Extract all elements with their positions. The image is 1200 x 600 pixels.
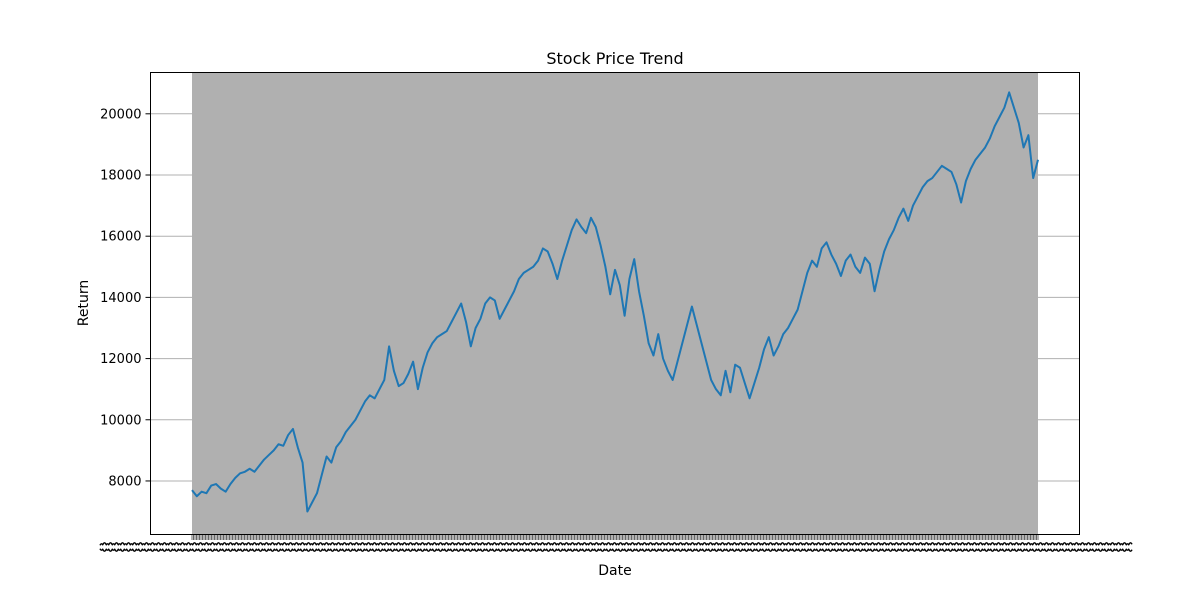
x-tick-marks — [191, 534, 1039, 540]
y-axis-ticks: 8000 10000 12000 14000 16000 18000 20000 — [100, 107, 151, 489]
y-tick-label: 8000 — [108, 474, 141, 489]
y-tick-label: 12000 — [100, 352, 141, 367]
y-tick-label: 14000 — [100, 291, 141, 306]
y-axis-label: Return — [76, 280, 92, 326]
series-line — [191, 91, 1039, 513]
x-tick-labels — [99, 542, 1133, 552]
y-tick-label: 16000 — [100, 230, 141, 245]
x-axis-label: Date — [598, 563, 631, 579]
y-tick-label: 20000 — [100, 107, 141, 122]
chart-title: Stock Price Trend — [546, 49, 683, 68]
plot-frame — [150, 72, 1080, 535]
data-range-shade — [192, 72, 1038, 534]
y-tick-label: 18000 — [100, 168, 141, 183]
y-tick-label: 10000 — [100, 413, 141, 428]
